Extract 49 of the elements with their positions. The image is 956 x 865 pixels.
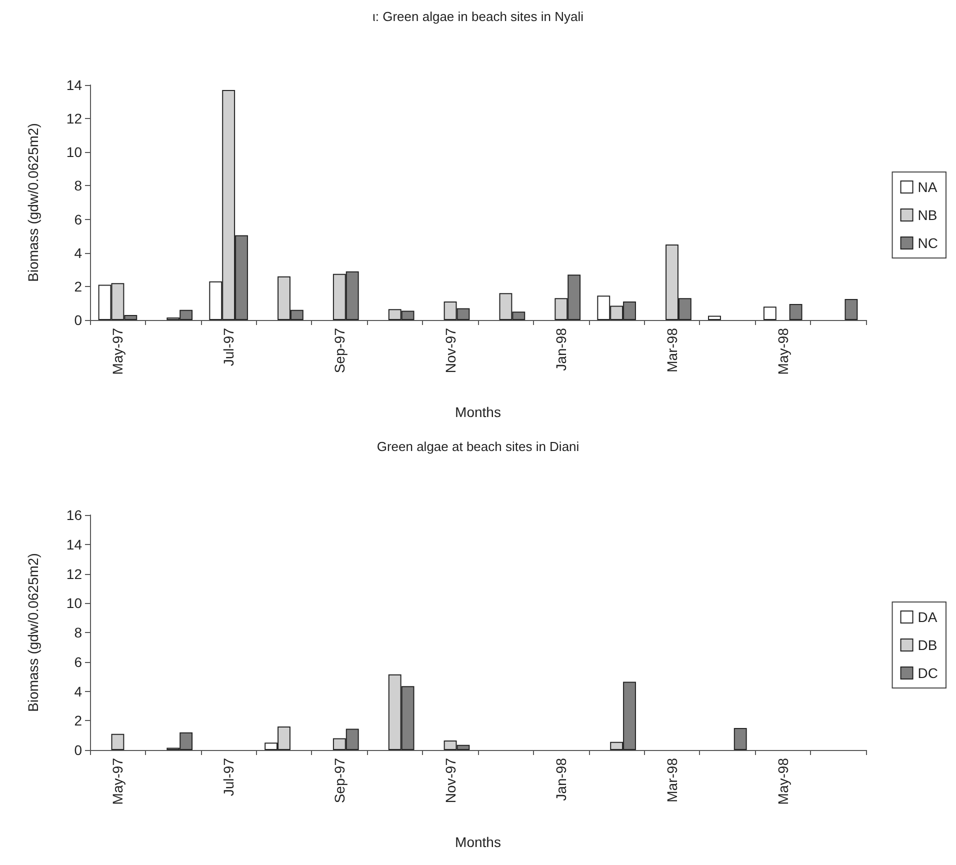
- y-tick-label: 16: [66, 507, 82, 523]
- y-tick-label: 8: [74, 178, 82, 194]
- x-tick-label: Sep-97: [331, 328, 348, 374]
- x-tick-label: May-97: [110, 328, 126, 375]
- x-tick-label: May-98: [774, 328, 791, 375]
- y-tick-label: 10: [66, 595, 82, 612]
- y-tick-label: 12: [66, 110, 82, 127]
- chart-title: Green algae at beach sites in Diani: [376, 439, 580, 454]
- x-axis-title: Months: [455, 404, 501, 420]
- y-tick-label: 6: [74, 211, 82, 228]
- y-tick-label: 0: [74, 742, 82, 758]
- y-tick-label: 2: [74, 712, 82, 729]
- y-axis-title: Biomass (gdw/0.0625m2): [25, 553, 41, 712]
- bar: [789, 304, 802, 320]
- x-tick-label: Jul-97: [220, 758, 237, 796]
- x-tick-label: Mar-98: [664, 758, 680, 802]
- y-tick-label: 14: [66, 536, 82, 552]
- chart-title: ι: Green algae in beach sites in Nyali: [372, 9, 584, 24]
- y-tick-label: 2: [74, 278, 82, 294]
- x-tick-label: Jul-97: [220, 328, 237, 366]
- bar: [734, 728, 747, 750]
- x-tick-label: May-98: [774, 758, 791, 805]
- bar: [844, 299, 858, 320]
- x-tick-label: Nov-97: [442, 758, 458, 804]
- y-tick-label: 10: [66, 144, 82, 160]
- legend-label: DC: [918, 665, 938, 681]
- y-tick-label: 6: [74, 654, 82, 670]
- y-tick-label: 14: [66, 77, 82, 93]
- y-tick-label: 0: [74, 312, 82, 328]
- x-tick-label: Jan-98: [553, 758, 570, 801]
- legend-label: NA: [918, 179, 938, 195]
- x-tick-label: Sep-97: [331, 758, 348, 804]
- bar: [763, 306, 776, 320]
- y-tick-label: 4: [74, 683, 82, 700]
- legend-label: NB: [918, 207, 938, 223]
- y-axis-title: Biomass (gdw/0.0625m2): [25, 123, 41, 282]
- legend-label: DA: [918, 609, 938, 625]
- legend-label: DB: [918, 637, 938, 653]
- bar: [708, 316, 721, 320]
- x-tick-label: Jan-98: [553, 328, 570, 371]
- y-tick-label: 8: [74, 624, 82, 640]
- legend-label: NC: [918, 235, 938, 251]
- x-tick-label: Nov-97: [442, 328, 458, 374]
- bar: [111, 734, 124, 750]
- y-tick-label: 12: [66, 566, 82, 582]
- x-tick-label: May-97: [110, 758, 126, 805]
- x-axis-title: Months: [455, 834, 501, 850]
- y-tick-label: 4: [74, 244, 82, 261]
- x-tick-label: Mar-98: [664, 328, 680, 372]
